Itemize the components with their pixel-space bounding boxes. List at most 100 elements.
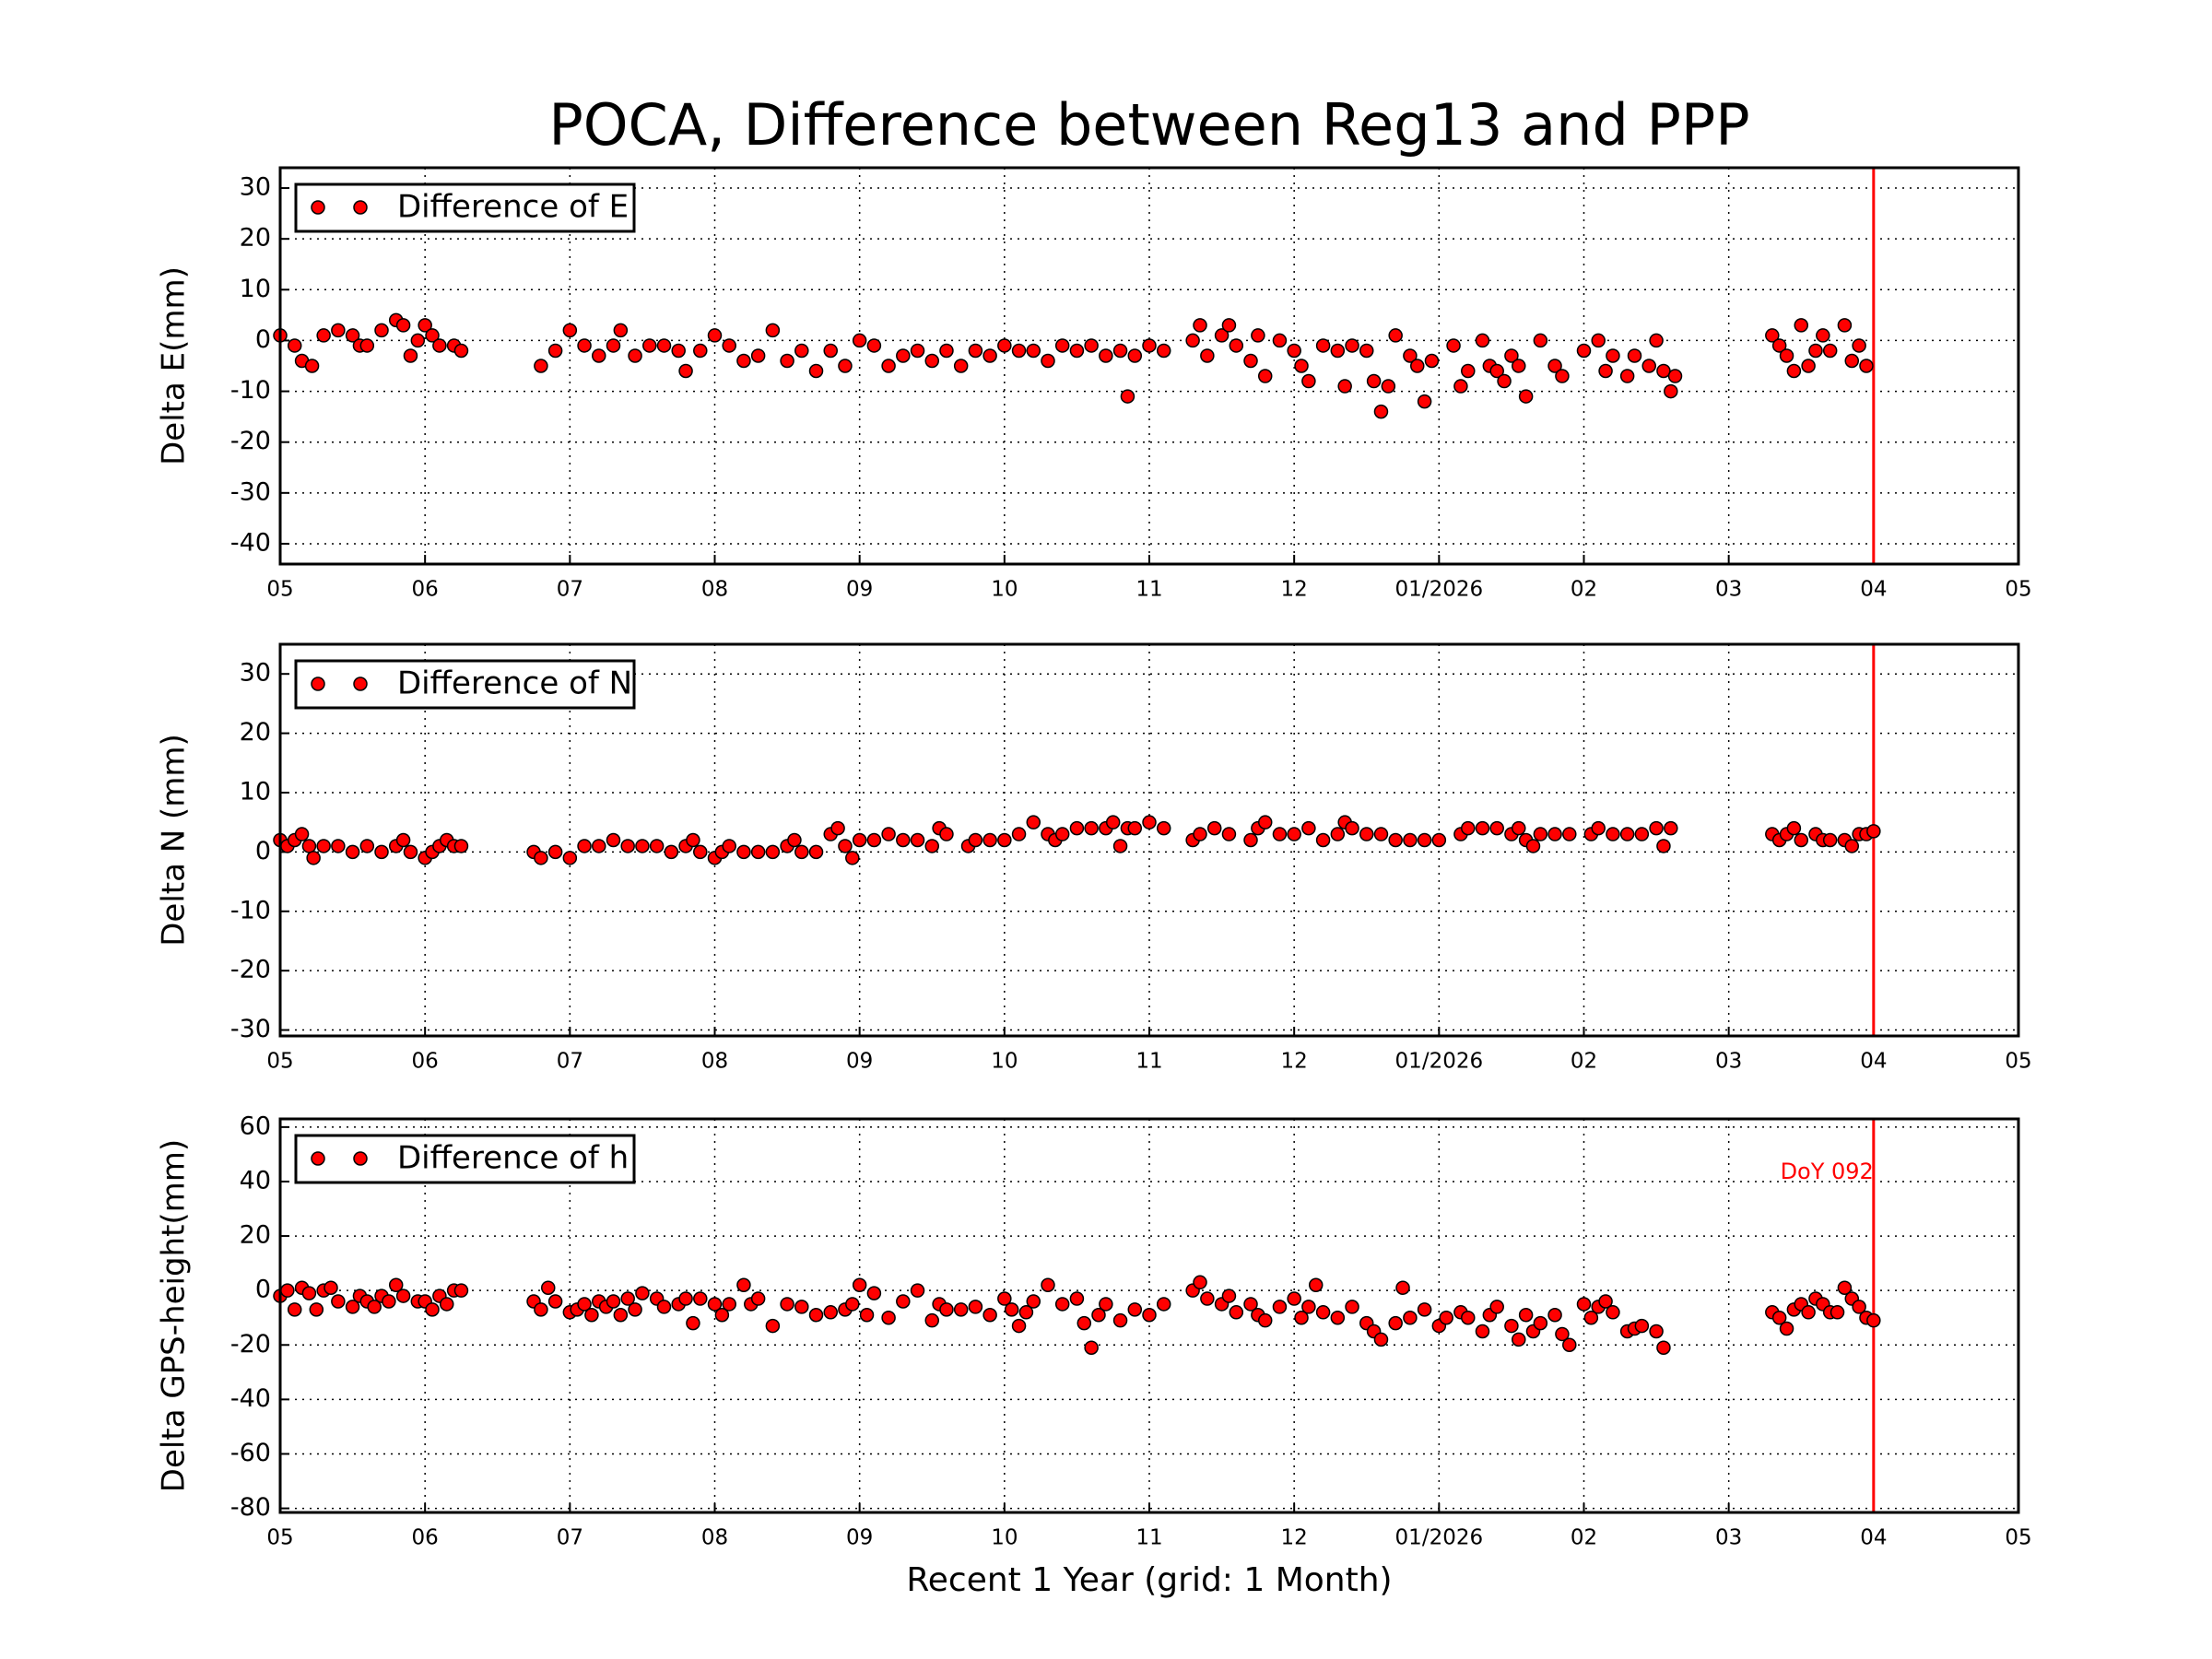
data-point: [316, 839, 331, 853]
data-point: [982, 832, 997, 848]
data-point: [1808, 343, 1823, 359]
data-point: [859, 1308, 875, 1323]
data-point: [1388, 328, 1403, 343]
x-tick-label: 01/2026: [1395, 1050, 1484, 1074]
plot-frame: [278, 642, 2020, 1038]
data-point: [606, 1294, 621, 1309]
data-point: [1475, 820, 1490, 836]
data-point: [671, 343, 686, 359]
data-point: [1533, 1315, 1548, 1331]
data-point: [1504, 348, 1519, 363]
data-point: [1315, 1305, 1331, 1320]
data-point: [1301, 1300, 1316, 1314]
data-point: [1156, 820, 1171, 836]
data-point: [1403, 1310, 1418, 1325]
data-point: [997, 1291, 1012, 1306]
y-tick-label: 20: [240, 224, 271, 253]
data-point: [1315, 338, 1331, 353]
data-point: [678, 363, 693, 379]
x-tick-label: 09: [846, 1050, 873, 1074]
data-point: [1461, 1310, 1476, 1325]
data-point: [592, 348, 606, 363]
data-point: [1771, 338, 1787, 353]
data-point: [1461, 820, 1476, 836]
data-point: [1251, 328, 1265, 343]
data-point: [628, 348, 642, 363]
data-point: [1667, 369, 1683, 383]
x-tick-label: 03: [1715, 1050, 1742, 1074]
data-point: [1054, 1297, 1070, 1312]
data-point: [845, 851, 860, 865]
data-point: [359, 839, 375, 853]
data-point: [1852, 338, 1866, 353]
x-tick-label: 09: [846, 1526, 873, 1550]
data-point: [606, 338, 621, 353]
data-point: [1018, 1305, 1034, 1320]
data-point: [1439, 1310, 1453, 1325]
data-point: [1410, 359, 1425, 373]
x-tick-label: 11: [1135, 578, 1162, 602]
x-tick-label: 04: [1860, 578, 1887, 602]
data-point: [1822, 343, 1838, 359]
data-point: [722, 839, 736, 853]
data-point: [1257, 815, 1273, 830]
data-point: [1272, 333, 1288, 348]
legend-marker: [311, 200, 325, 215]
data-point: [1583, 1310, 1599, 1325]
data-point: [1591, 333, 1606, 348]
data-point: [780, 1297, 794, 1312]
data-point: [1518, 389, 1534, 404]
data-point: [736, 1277, 751, 1293]
data-point: [1026, 343, 1041, 359]
legend-box: [294, 1134, 636, 1184]
data-point: [1287, 827, 1301, 841]
data-point: [1221, 318, 1237, 333]
data-point: [750, 348, 766, 363]
x-tick-label: 12: [1281, 1526, 1308, 1550]
data-point: [1084, 338, 1099, 353]
data-point: [1257, 369, 1273, 383]
data-point: [613, 1308, 629, 1323]
data-point: [1417, 394, 1432, 409]
data-point: [1308, 1277, 1324, 1293]
data-point: [453, 839, 469, 853]
data-point: [584, 1308, 599, 1323]
data-point: [1084, 1340, 1099, 1355]
data-point: [1771, 1310, 1787, 1325]
plot-frame: [278, 1117, 2020, 1514]
data-point: [1112, 343, 1128, 359]
data-point: [924, 839, 939, 853]
data-point: [1091, 1308, 1106, 1323]
x-tick-label: 01/2026: [1395, 1526, 1484, 1550]
data-point: [453, 1283, 469, 1298]
y-tick-label: 30: [240, 173, 271, 202]
data-point: [1837, 1280, 1853, 1295]
x-tick-label: 02: [1571, 578, 1597, 602]
data-point: [852, 333, 867, 348]
plot-frame: [278, 166, 2020, 566]
data-point: [1562, 1337, 1577, 1353]
x-tick-label: 06: [412, 578, 439, 602]
data-point: [1193, 827, 1207, 841]
data-point: [345, 1300, 360, 1314]
annotation: DoY 092: [1781, 1159, 1874, 1184]
data-point: [1497, 373, 1512, 389]
x-tick-label: 12: [1281, 578, 1308, 602]
x-tick-label: 05: [2005, 1526, 2031, 1550]
y-tick-label: -10: [230, 376, 271, 405]
data-point: [656, 1300, 672, 1314]
data-point: [686, 832, 700, 848]
data-point: [534, 359, 548, 373]
data-point: [345, 844, 360, 860]
data-point: [1193, 1275, 1207, 1290]
data-point: [359, 338, 375, 353]
data-point: [1330, 827, 1346, 841]
data-point: [707, 328, 723, 343]
y-tick-label: 30: [240, 659, 271, 688]
data-point: [541, 1280, 556, 1295]
data-point: [1664, 820, 1678, 836]
data-point: [1330, 343, 1346, 359]
data-point: [896, 832, 911, 848]
data-point: [866, 338, 882, 353]
